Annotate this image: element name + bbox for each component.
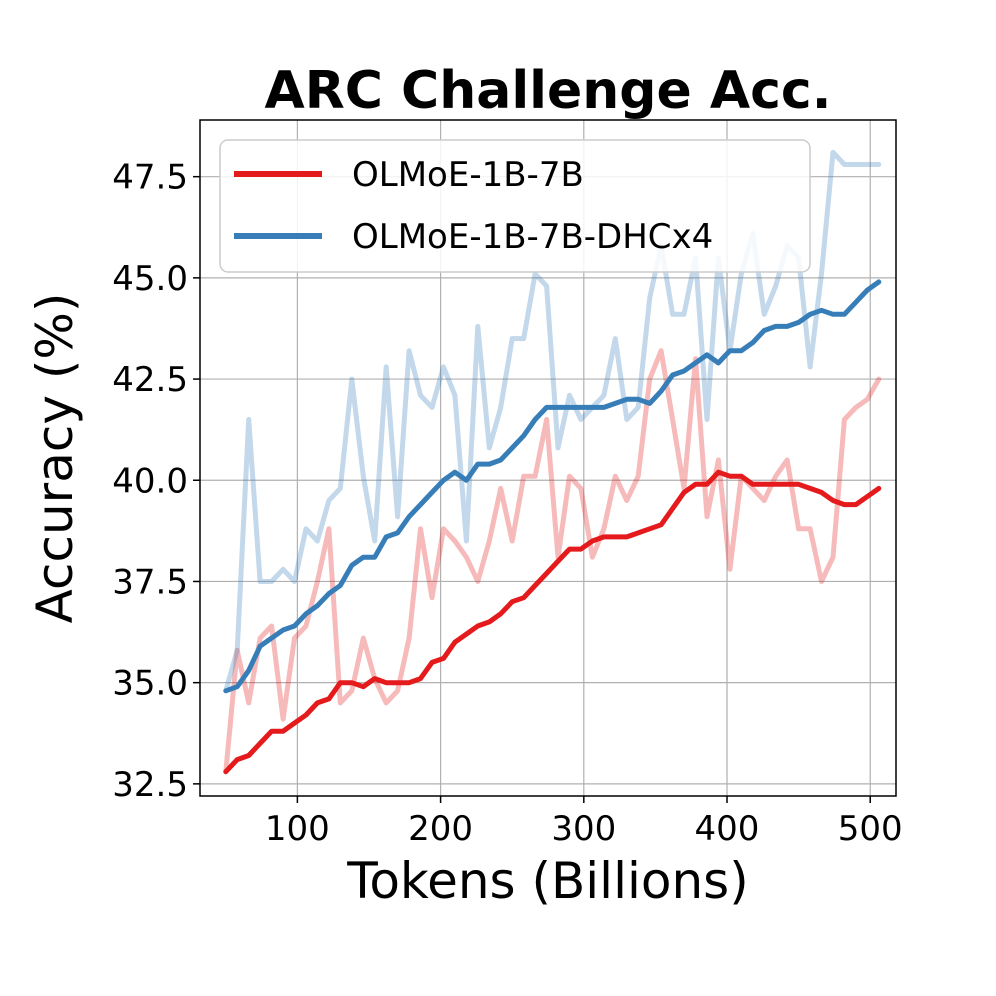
x-tick-label-100: 100 xyxy=(265,809,330,849)
legend-label-olmoe-dhcx4: OLMoE-1B-7B-DHCx4 xyxy=(352,217,713,257)
series-line-smoothed-olmoe xyxy=(223,469,882,775)
x-axis-label: Tokens (Billions) xyxy=(346,852,748,910)
y-axis-ticks: 32.5 35.0 37.5 40.0 42.5 45.0 47.5 xyxy=(112,158,200,805)
series-line-raw-olmoe-dhcx4 xyxy=(223,149,882,694)
x-axis-ticks: 100 200 300 400 500 xyxy=(265,796,903,849)
y-tick-label-5: 45.0 xyxy=(112,259,188,299)
y-tick-label-4: 42.5 xyxy=(112,360,188,400)
y-tick-label-2: 37.5 xyxy=(112,562,188,602)
plot-series xyxy=(223,149,882,775)
y-tick-label-6: 47.5 xyxy=(112,158,188,198)
x-tick-label-200: 200 xyxy=(408,809,473,849)
x-tick-label-300: 300 xyxy=(551,809,616,849)
y-tick-label-3: 40.0 xyxy=(112,461,188,501)
plot-frame xyxy=(199,119,897,797)
x-tick-label-400: 400 xyxy=(695,809,760,849)
legend-box xyxy=(219,139,811,273)
legend-label-olmoe: OLMoE-1B-7B xyxy=(352,155,584,195)
series-line-smoothed-olmoe-dhcx4 xyxy=(223,279,882,694)
y-tick-label-0: 32.5 xyxy=(112,765,188,805)
x-tick-label-500: 500 xyxy=(838,809,903,849)
chart-title: ARC Challenge Acc. xyxy=(265,61,832,121)
y-axis-label: Accuracy (%) xyxy=(26,293,84,624)
series-line-raw-olmoe xyxy=(223,348,882,775)
legend: OLMoE-1B-7B OLMoE-1B-7B-DHCx4 xyxy=(219,139,811,273)
y-tick-label-1: 35.0 xyxy=(112,664,188,704)
